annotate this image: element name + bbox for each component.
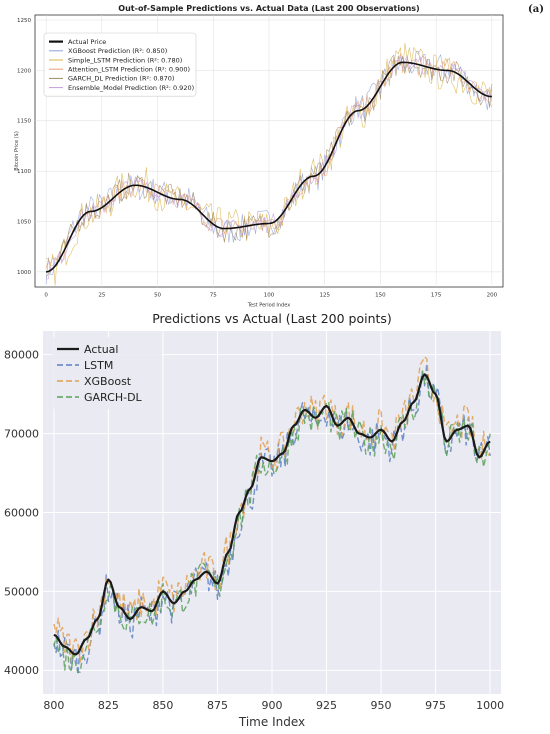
legend-label: GARCH_DL Prediction (R²: 0.870): [68, 75, 174, 83]
chart-title: Predictions vs Actual (Last 200 points): [152, 311, 392, 326]
x-tick-label: 975: [425, 699, 446, 712]
legend-box: [52, 337, 162, 409]
panel-label: (a): [528, 4, 544, 15]
series-line-4: [53, 370, 491, 673]
legend-label: Attention_LSTM Prediction (R²: 0.900): [68, 65, 190, 73]
x-tick-label: 125: [319, 293, 330, 299]
legend-label: Actual: [84, 343, 118, 356]
y-tick-label: 80000: [4, 349, 39, 362]
y-tick-label: 70000: [4, 427, 39, 440]
x-tick-label: 50: [154, 293, 161, 299]
x-axis-label: Test Period Index: [247, 303, 290, 309]
series-line-5: [45, 54, 493, 277]
x-tick-label: 925: [316, 699, 337, 712]
y-tick-label: 1150: [17, 119, 31, 125]
x-tick-label: 0: [44, 293, 48, 299]
y-axis-label: Bitcoin Price ($): [14, 131, 20, 171]
y-tick-label: 1200: [17, 68, 31, 74]
x-tick-label: 825: [98, 699, 119, 712]
series-line-2: [45, 50, 493, 285]
legend-label: Actual Price: [68, 38, 106, 46]
y-tick-label: 1050: [17, 219, 31, 225]
x-tick-label: 900: [262, 699, 283, 712]
legend-label: GARCH-DL: [84, 391, 143, 404]
x-tick-label: 850: [152, 699, 173, 712]
legend-label: XGBoost: [84, 375, 132, 388]
chart-title: Out-of-Sample Predictions vs. Actual Dat…: [118, 4, 419, 13]
legend-label: XGBoost Prediction (R²: 0.850): [68, 47, 167, 55]
series-line-1: [53, 373, 491, 656]
y-tick-label: 40000: [4, 664, 39, 677]
x-tick-label: 1000: [476, 699, 504, 712]
x-tick-label: 25: [98, 293, 105, 299]
x-tick-label: 175: [431, 293, 442, 299]
legend-label: Simple_LSTM Prediction (R²: 0.780): [68, 56, 182, 64]
y-tick-label: 1250: [17, 18, 31, 24]
x-tick-label: 75: [210, 293, 217, 299]
legend-label: Ensemble_Model Prediction (R²: 0.920): [68, 84, 194, 92]
x-tick-label: 950: [371, 699, 392, 712]
y-tick-label: 1100: [17, 169, 31, 175]
x-tick-label: 100: [264, 293, 275, 299]
series-line-4: [45, 53, 493, 269]
series-line-6: [46, 55, 493, 280]
chart-1: 0 25 50 75 100 125 150 175 200 1000 1050 1100 1150 12…: [14, 4, 504, 309]
x-tick-label: 150: [375, 293, 386, 299]
x-tick-label: 200: [487, 293, 498, 299]
legend-label: LSTM: [84, 359, 113, 372]
x-axis-label: Time Index: [238, 715, 305, 729]
x-tick-label: 875: [207, 699, 228, 712]
series-line-1: [45, 61, 492, 273]
y-tick-label: 50000: [4, 585, 39, 598]
x-tick-label: 800: [43, 699, 64, 712]
y-tick-label: 60000: [4, 506, 39, 519]
chart-2: 800 825 850 875 900 925 950 975 1000 40000 50000 60…: [4, 311, 504, 729]
legend-box: [43, 32, 197, 97]
y-tick-label: 1000: [17, 270, 31, 276]
series-line-3: [53, 356, 491, 664]
